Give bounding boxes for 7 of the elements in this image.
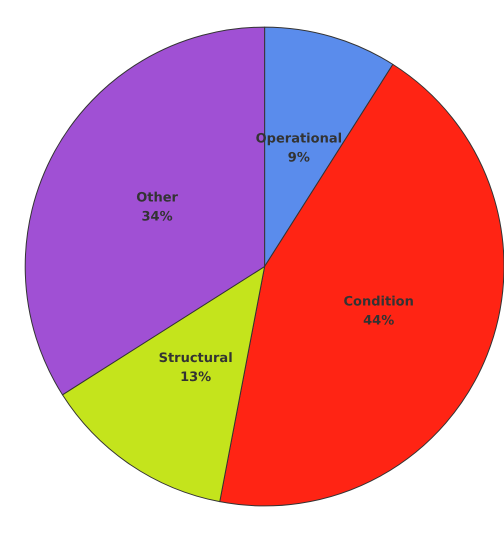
data-label: 34% (142, 209, 173, 224)
slice-label: Other (136, 190, 179, 206)
slice-label: Condition (344, 294, 414, 310)
slice-label: Structural (158, 350, 233, 366)
data-label: 9% (288, 150, 310, 166)
data-label: 13% (180, 370, 212, 385)
data-label: 44% (363, 314, 394, 329)
